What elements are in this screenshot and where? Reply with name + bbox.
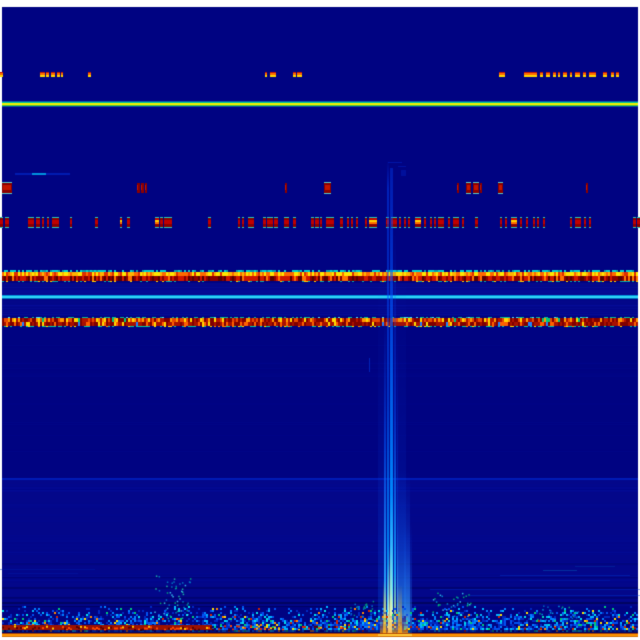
spectrogram-view [0,0,640,640]
spectrogram-canvas [0,0,640,640]
